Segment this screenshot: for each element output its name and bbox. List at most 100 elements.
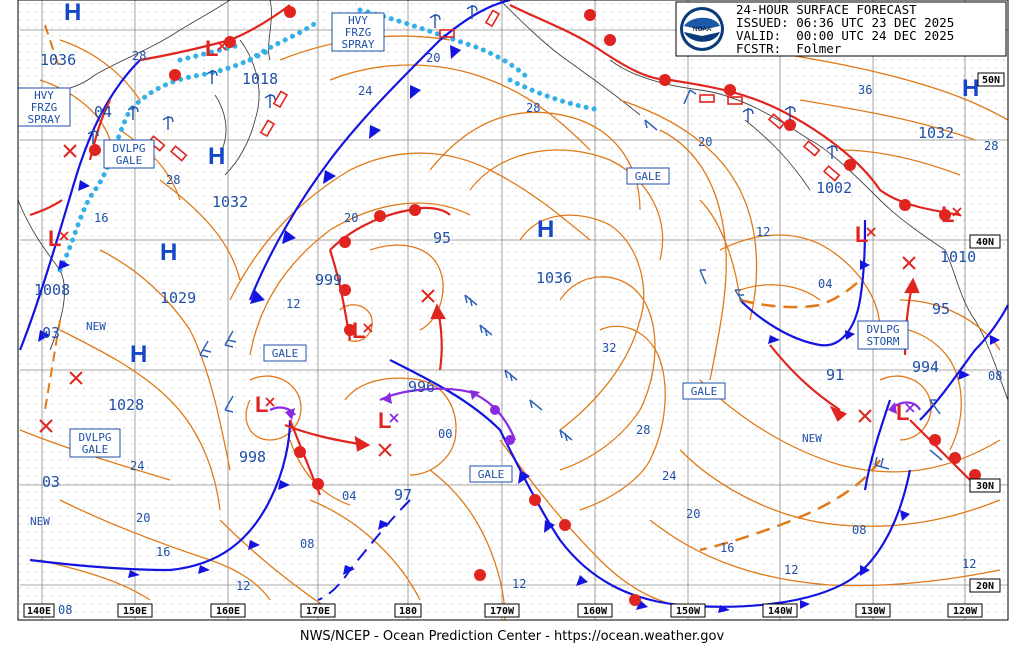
noaa-logo: NOAA [680, 7, 724, 51]
svg-text:20: 20 [344, 211, 358, 225]
low-value-5: 996 [408, 378, 435, 396]
warning-labels: HVY FRZG SPRAY HVY FRZG SPRAY DVLPG GALE… [17, 12, 909, 528]
svg-text:20: 20 [698, 135, 712, 149]
svg-text:20: 20 [686, 507, 700, 521]
isobars [19, 35, 1009, 621]
svg-text:24: 24 [130, 459, 144, 473]
svg-text:130W: 130W [861, 606, 886, 617]
latitude-labels: 50N 40N 30N 20N [969, 72, 1005, 593]
svg-text:28: 28 [526, 101, 540, 115]
ice-accretion-symbols [147, 9, 841, 182]
svg-text:28: 28 [132, 49, 146, 63]
high-center-1: H [64, 0, 81, 26]
front-symbols [38, 6, 1000, 613]
svg-text:24: 24 [662, 469, 676, 483]
lat-lon-grid [20, 0, 1008, 620]
svg-text:GALE: GALE [272, 347, 299, 360]
low-L-9: L [941, 202, 954, 227]
gale-box-4: GALE [469, 465, 513, 483]
low-L-3: L [255, 392, 268, 417]
forecast-positions [39, 144, 916, 457]
svg-text:28: 28 [166, 173, 180, 187]
svg-text:08: 08 [58, 603, 72, 617]
svg-text:08: 08 [988, 369, 1002, 383]
low-value-1: 1018 [242, 70, 278, 88]
svg-text:28: 28 [984, 139, 998, 153]
svg-text:36: 36 [858, 83, 872, 97]
forecast-title: 24-HOUR SURFACE FORECAST [736, 2, 917, 17]
svg-text:30N: 30N [976, 481, 994, 492]
low-L-4: L [352, 318, 365, 343]
low-value-4: 999 [315, 271, 342, 289]
svg-text:GALE: GALE [691, 385, 718, 398]
svg-text:160E: 160E [216, 606, 240, 617]
svg-text:HVY: HVY [348, 14, 368, 27]
high-value-3: 1029 [160, 289, 196, 307]
svg-text:12: 12 [962, 557, 976, 571]
pressure-labels: 04 03 03 95 97 91 95 28 24 20 16 12 08 0… [42, 49, 1002, 617]
dvlpg-gale-box-2: DVLPG GALE [69, 428, 121, 458]
svg-text:FRZG: FRZG [31, 101, 58, 114]
dvlpg-gale-box-1: DVLPG GALE [103, 139, 155, 169]
high-center-4: H [130, 341, 147, 368]
hvy-frzg-spray-box-1: HVY FRZG SPRAY [17, 87, 71, 127]
svg-text:97: 97 [394, 486, 412, 504]
dotted-grid-background [18, 0, 1008, 620]
svg-text:NOAA: NOAA [693, 26, 712, 33]
svg-text:24: 24 [358, 84, 372, 98]
gale-box-2: GALE [626, 167, 670, 185]
svg-text:GALE: GALE [116, 154, 143, 167]
svg-text:95: 95 [433, 229, 451, 247]
issued-time: ISSUED: 06:36 UTC 23 DEC 2025 [736, 15, 954, 30]
forecast-header: NOAA 24-HOUR SURFACE FORECAST ISSUED: 06… [675, 1, 1007, 57]
svg-text:03: 03 [42, 473, 60, 491]
low-value-7: 1002 [816, 179, 852, 197]
svg-text:170W: 170W [490, 606, 515, 617]
svg-text:20N: 20N [976, 581, 994, 592]
svg-text:50N: 50N [982, 75, 1000, 86]
low-value-6: 994 [912, 358, 939, 376]
high-value-1: 1036 [40, 51, 76, 69]
high-center-6: H [962, 75, 979, 102]
svg-text:04: 04 [94, 103, 112, 121]
low-pressure-centers: L 1018 L 1008 L 998 L 999 L 996 L 994 10… [34, 36, 976, 466]
svg-text:DVLPG: DVLPG [78, 431, 111, 444]
low-L-2: L [48, 226, 61, 251]
svg-text:150E: 150E [123, 606, 147, 617]
high-center-5: H [537, 216, 554, 243]
low-value-8: 1010 [940, 248, 976, 266]
svg-text:03: 03 [42, 324, 60, 342]
svg-text:SPRAY: SPRAY [27, 113, 60, 126]
svg-text:04: 04 [818, 277, 832, 291]
high-value-2: 1032 [212, 193, 248, 211]
gale-box-3: GALE [682, 382, 726, 400]
gale-box-1: GALE [263, 344, 307, 362]
svg-text:08: 08 [300, 537, 314, 551]
new-label-3: NEW [802, 432, 822, 445]
svg-text:16: 16 [720, 541, 734, 555]
svg-text:150W: 150W [676, 606, 701, 617]
storm-tracks [29, 199, 920, 452]
low-value-2: 1008 [34, 281, 70, 299]
svg-text:DVLPG: DVLPG [112, 142, 145, 155]
low-L-1: L [205, 36, 218, 61]
map-frame [17, 0, 1009, 621]
svg-text:180: 180 [399, 606, 417, 617]
high-value-5: 1036 [536, 269, 572, 287]
wind-barbs [199, 89, 943, 470]
svg-text:160W: 160W [583, 606, 608, 617]
svg-text:95: 95 [932, 300, 950, 318]
longitude-labels: 140E 150E 160E 170E 180 170W 160W 150W 1… [23, 603, 983, 618]
svg-text:12: 12 [236, 579, 250, 593]
forecaster: FCSTR: Folmer [736, 41, 842, 56]
valid-time: VALID: 00:00 UTC 24 DEC 2025 [736, 28, 954, 43]
new-label-2: NEW [30, 515, 50, 528]
high-value-6: 1032 [918, 124, 954, 142]
svg-text:120W: 120W [953, 606, 978, 617]
ice-edge [57, 7, 603, 273]
svg-text:12: 12 [784, 563, 798, 577]
svg-text:12: 12 [286, 297, 300, 311]
svg-text:STORM: STORM [866, 335, 899, 348]
high-center-2: H [208, 143, 225, 170]
